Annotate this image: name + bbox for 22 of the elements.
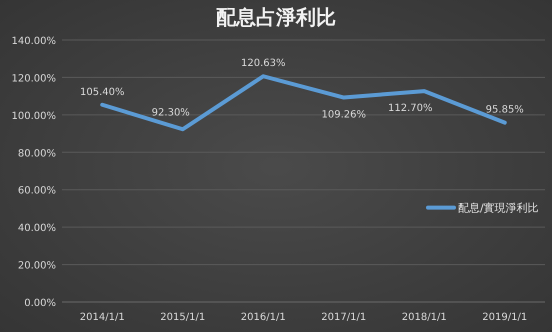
x-tick-label: 2014/1/1 (80, 312, 125, 323)
data-label: 120.63% (241, 58, 286, 70)
y-tick-label: 100.00% (12, 110, 56, 122)
y-tick-label: 0.00% (24, 298, 56, 309)
y-tick-label: 40.00% (18, 223, 56, 234)
x-tick-label: 2016/1/1 (240, 312, 286, 323)
y-tick-label: 20.00% (18, 260, 56, 272)
x-tick-label: 2015/1/1 (160, 312, 206, 323)
legend-label: 配息/實現淨利比 (458, 202, 539, 215)
y-tick-label: 60.00% (18, 186, 56, 197)
data-label: 92.30% (152, 107, 190, 118)
data-label: 109.26% (322, 110, 366, 121)
data-label: 105.40% (80, 86, 124, 98)
y-tick-label: 140.00% (12, 36, 56, 47)
y-tick-label: 80.00% (18, 148, 56, 160)
x-tick-label: 2017/1/1 (321, 312, 366, 323)
data-label: 112.70% (388, 103, 432, 114)
x-tick-label: 2019/1/1 (482, 312, 528, 323)
x-tick-label: 2018/1/1 (402, 312, 447, 323)
chart-title: 配息占淨利比 (216, 5, 336, 29)
data-label: 95.85% (486, 104, 524, 116)
y-tick-label: 120.00% (12, 73, 56, 84)
